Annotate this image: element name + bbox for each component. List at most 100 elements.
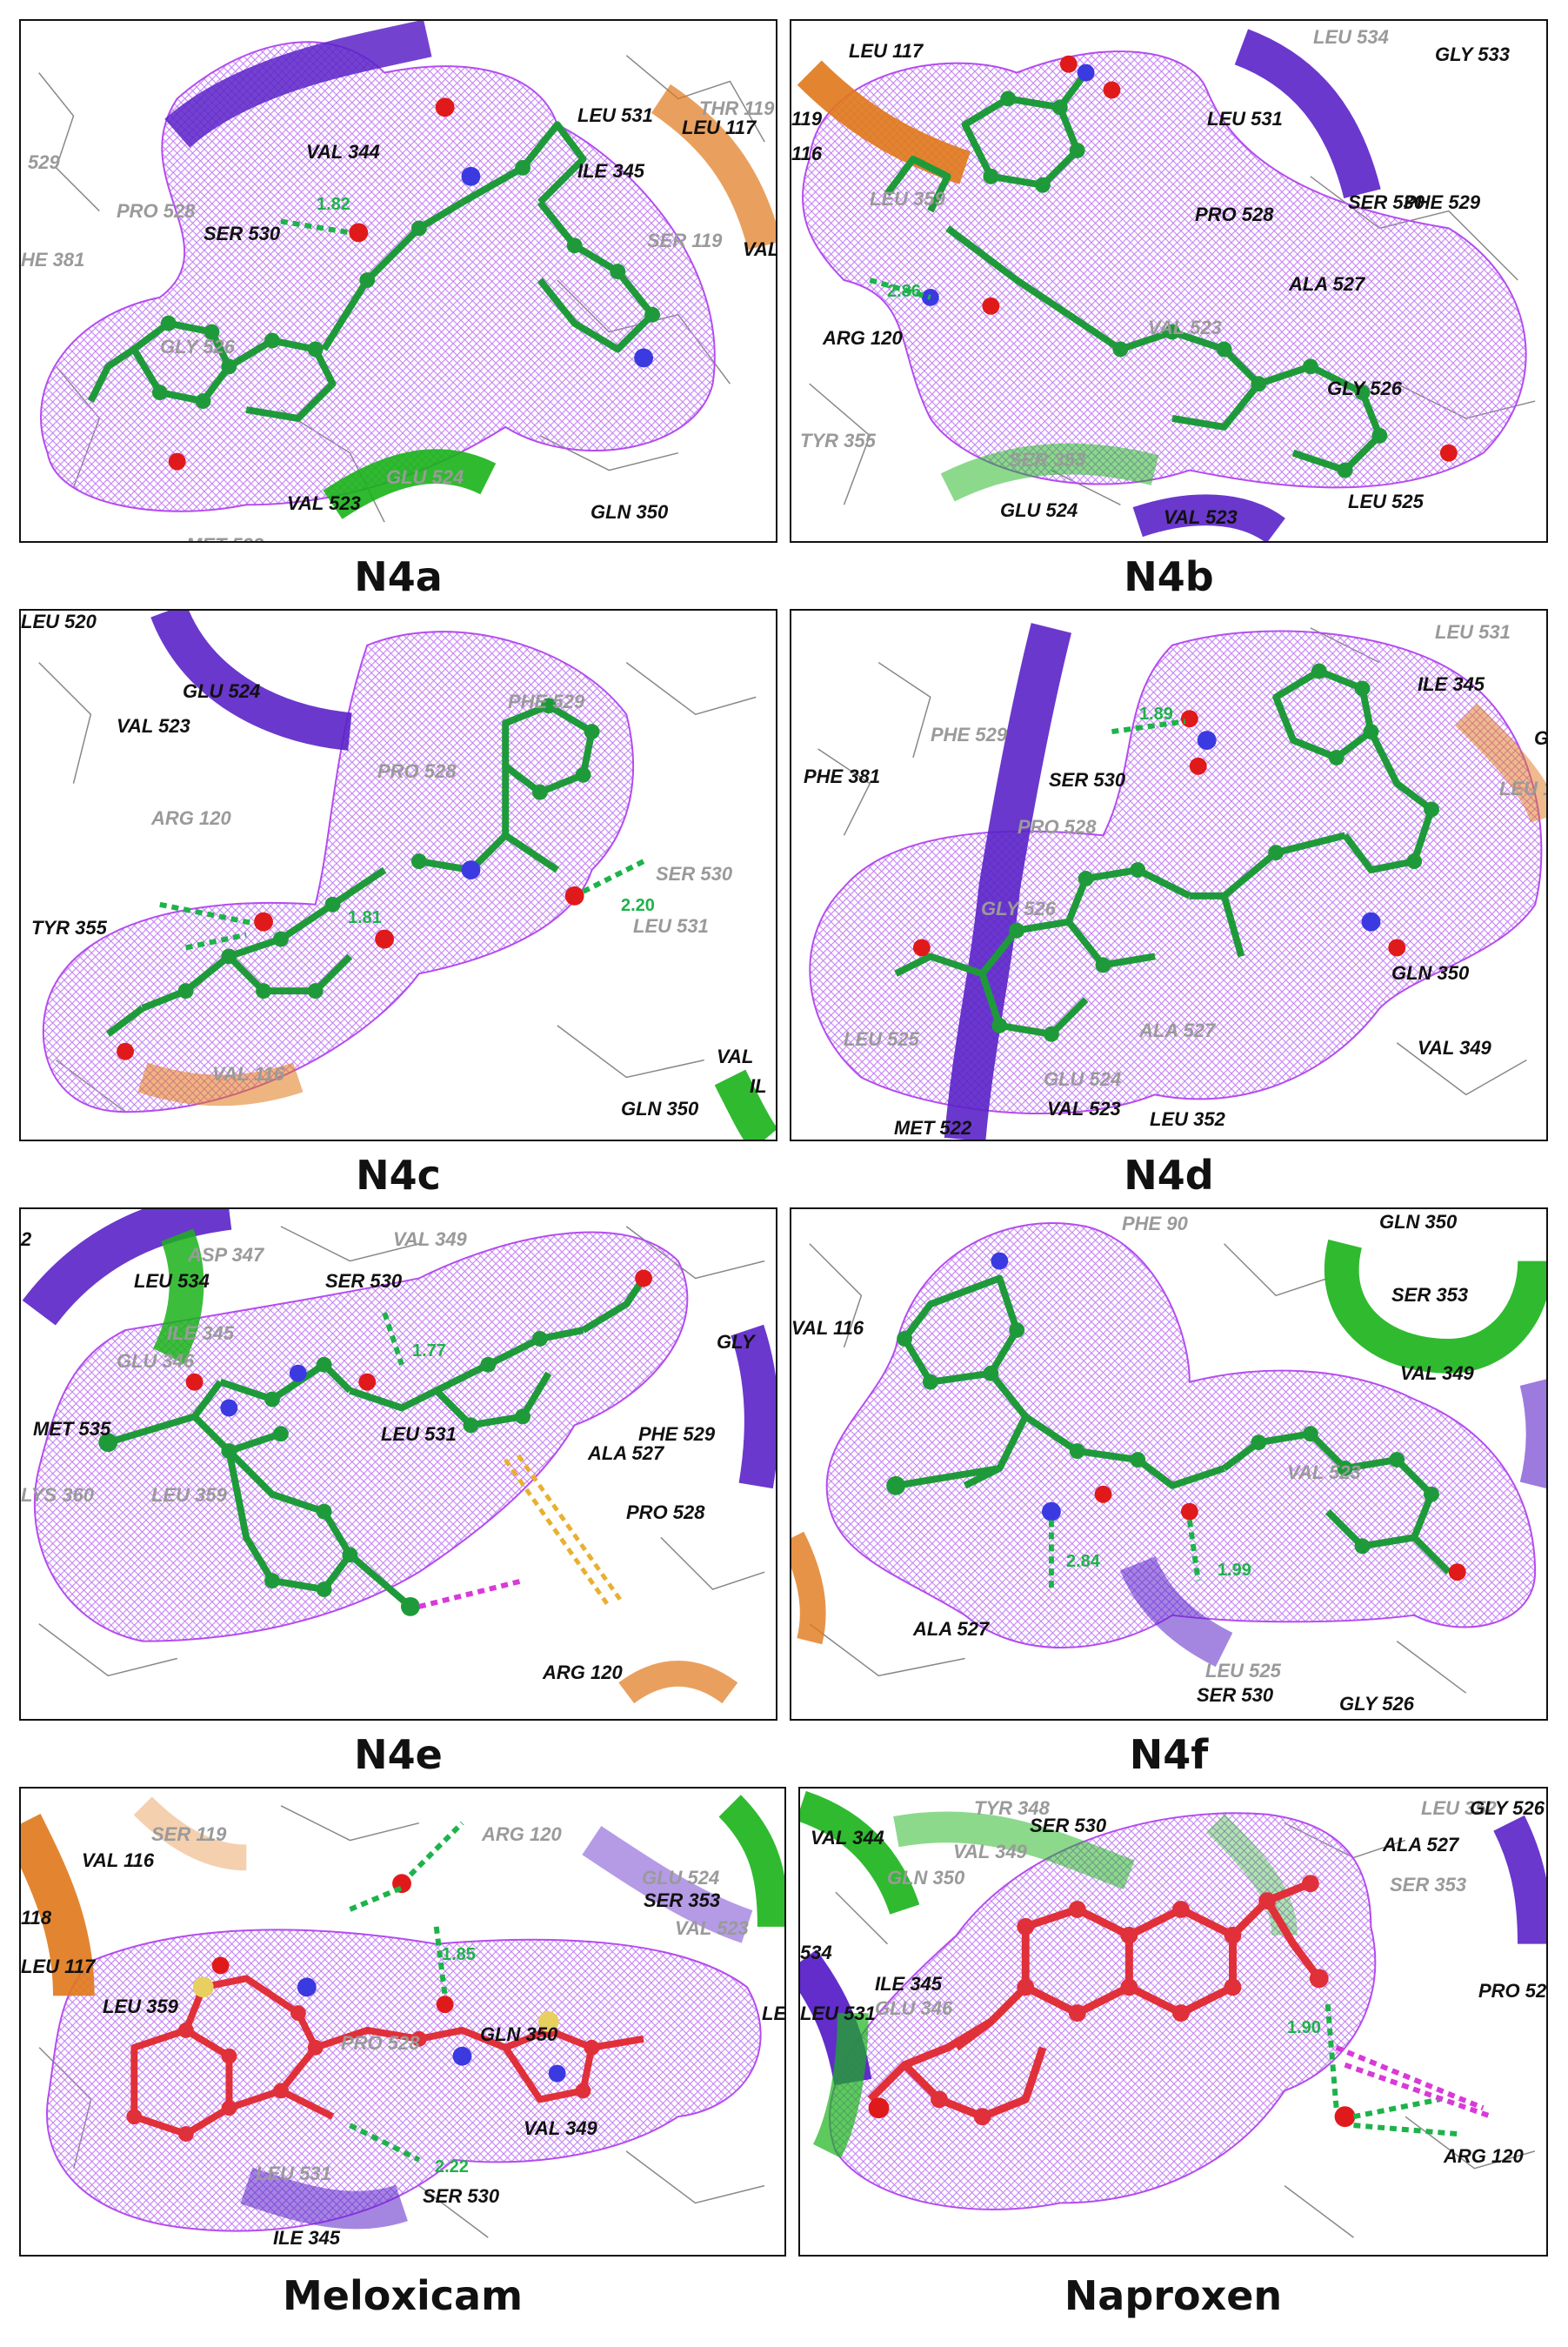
residue-label: ILE 345 — [577, 160, 645, 182]
residue-label: LEU 531 — [577, 104, 653, 126]
meloxicam-helix-green — [718, 1795, 784, 1927]
residue-label: GLY 533 — [1435, 43, 1511, 65]
panel-n4c: LEU 520 GLU 524 VAL 523 PHE 529 PRO 528 … — [19, 609, 777, 1141]
meloxicam-helix-orange — [133, 1796, 247, 1871]
naproxen-helix-purple — [1493, 1815, 1546, 1944]
n4d-atoms — [991, 663, 1439, 1042]
residue-label: PHE 529 — [1404, 191, 1481, 213]
meloxicam-nitrogen-atom — [452, 2046, 472, 2066]
n4f-atoms — [886, 1322, 1439, 1555]
n4b-helix-purple — [1132, 494, 1285, 541]
residue-label: ALA 527 — [913, 1618, 990, 1640]
residue-label: TYR 348 — [974, 1797, 1050, 1819]
residue-label: PRO 528 — [1018, 816, 1097, 838]
meloxicam-binding-mesh — [46, 1929, 762, 2232]
n4a-oxygen-atom — [435, 97, 455, 117]
n4b-oxygen-atom — [1059, 55, 1078, 73]
n4c-oxygen-atom — [375, 929, 395, 949]
naproxen-atoms — [931, 1875, 1329, 2126]
residue-label: PRO 528 — [341, 2032, 420, 2054]
residue-label: GLU 524 — [1044, 1068, 1122, 1090]
residue-label: LEU 117 — [682, 117, 757, 138]
hbond-distance: 1.81 — [348, 908, 382, 927]
naproxen-helix-green — [800, 1790, 920, 1915]
n4c-structure-render — [38, 611, 776, 1140]
residue-label: TYR 355 — [800, 430, 876, 451]
meloxicam-sulfur-atom — [192, 1976, 214, 1998]
meloxicam-hbond — [408, 1821, 464, 1877]
residue-label: GLN 350 — [1391, 962, 1470, 984]
panel-n4d: LEU 531 PHE 529 ILE 345 SER 530 PHE 381 … — [790, 609, 1548, 1141]
residue-label: G — [1534, 727, 1548, 749]
n4d-hbond — [1111, 719, 1186, 735]
residue-label: PHE 90 — [1122, 1213, 1188, 1234]
n4b-nitrogen-atom — [1077, 64, 1095, 82]
n4f-protein-sticks — [809, 1243, 1467, 1694]
residue-label: VAL 349 — [1400, 1362, 1474, 1384]
residue-label: VAL 523 — [1148, 317, 1222, 338]
residue-label: VAL 116 — [82, 1849, 155, 1871]
n4b-helix-purple — [1234, 29, 1381, 199]
residue-label: SER 530 — [1030, 1815, 1107, 1836]
n4e-pi-bond — [504, 1458, 611, 1608]
n4f-oxygen-atom — [1180, 1502, 1198, 1521]
residue-label: LEU 359 — [151, 1484, 227, 1506]
panel-naproxen: TYR 348 LEU 352 GLY 526 VAL 344 SER 530 … — [798, 1787, 1548, 2257]
residue-label: LEU 359 — [870, 188, 945, 210]
n4f-helix-purple — [1519, 1379, 1546, 1489]
n4a-oxygen-atom — [168, 452, 186, 471]
n4a-atoms — [151, 159, 660, 410]
residue-label: SER 530 — [423, 2185, 500, 2207]
caption-naproxen: Naproxen — [1064, 2272, 1283, 2319]
hbond-distance: 2.20 — [621, 896, 655, 915]
residue-label: LEU 531 — [1207, 108, 1283, 130]
residue-label: GLN 350 — [621, 1098, 699, 1120]
n4e-oxygen-atom — [185, 1373, 204, 1391]
caption-n4b: N4b — [1124, 553, 1214, 600]
n4e-helix-purple — [731, 1324, 776, 1489]
residue-label: 534 — [800, 1942, 832, 1963]
naproxen-hbond — [1324, 2003, 1339, 2109]
meloxicam-helix-orange — [21, 1814, 95, 1996]
naproxen-oxygen-atom — [868, 2097, 890, 2119]
residue-label: SER 530 — [325, 1270, 403, 1292]
meloxicam-hbond — [349, 1885, 404, 1912]
residue-label: HE 381 — [21, 249, 85, 271]
residue-label: GLU 524 — [386, 466, 464, 488]
residue-label: LEU 352 — [1421, 1797, 1497, 1819]
residue-label: LEU 520 — [21, 611, 97, 632]
residue-label: ILE 345 — [167, 1322, 235, 1344]
residue-label: PRO 528 — [1195, 204, 1274, 225]
n4c-helix-purple — [150, 611, 352, 751]
residue-label: ILE 345 — [875, 1973, 943, 1995]
hbond-distance: 2.22 — [435, 2157, 469, 2176]
meloxicam-atoms — [126, 2005, 600, 2142]
naproxen-helix-green — [893, 1811, 1135, 1889]
panel-n4f: GLN 350 SER 353 VAL 116 VAL 349 ALA 527 … — [790, 1207, 1548, 1721]
n4e-nitrogen-atom — [289, 1364, 307, 1382]
residue-label: VAL 344 — [811, 1827, 884, 1849]
residue-label: GLY 526 — [1339, 1693, 1415, 1715]
residue-label: LEU 531 — [800, 2003, 876, 2024]
residue-label: ALA 527 — [588, 1442, 664, 1464]
n4d-oxygen-atom — [1189, 757, 1207, 775]
residue-label: LEU 531 — [381, 1423, 457, 1445]
residue-label: GLY 526 — [981, 898, 1057, 919]
residue-label: ALA 527 — [1139, 1020, 1216, 1041]
residue-label: 2 — [21, 1228, 32, 1250]
residue-label: LEU 525 — [1205, 1660, 1281, 1682]
residue-label: VAL 349 — [524, 2117, 597, 2139]
residue-label: GLU 524 — [183, 680, 261, 702]
n4f-hbond — [1186, 1520, 1201, 1581]
residue-label: PHE 529 — [931, 724, 1008, 746]
residue-label: ARG 120 — [1444, 2145, 1524, 2167]
n4f-structure-render — [791, 1222, 1546, 1694]
caption-n4d: N4d — [1124, 1152, 1214, 1199]
n4f-helix-purple — [1119, 1555, 1233, 1668]
n4b-nitrogen-atom — [921, 288, 939, 306]
residue-label: VAL 523 — [1164, 506, 1238, 528]
panel-meloxicam: VAL 116 SER 119 ARG 120 GLU 524 SER 353 … — [19, 1787, 786, 2257]
caption-n4a: N4a — [354, 553, 443, 600]
naproxen-structure-render — [800, 1790, 1546, 2238]
caption-n4f: N4f — [1129, 1731, 1209, 1778]
